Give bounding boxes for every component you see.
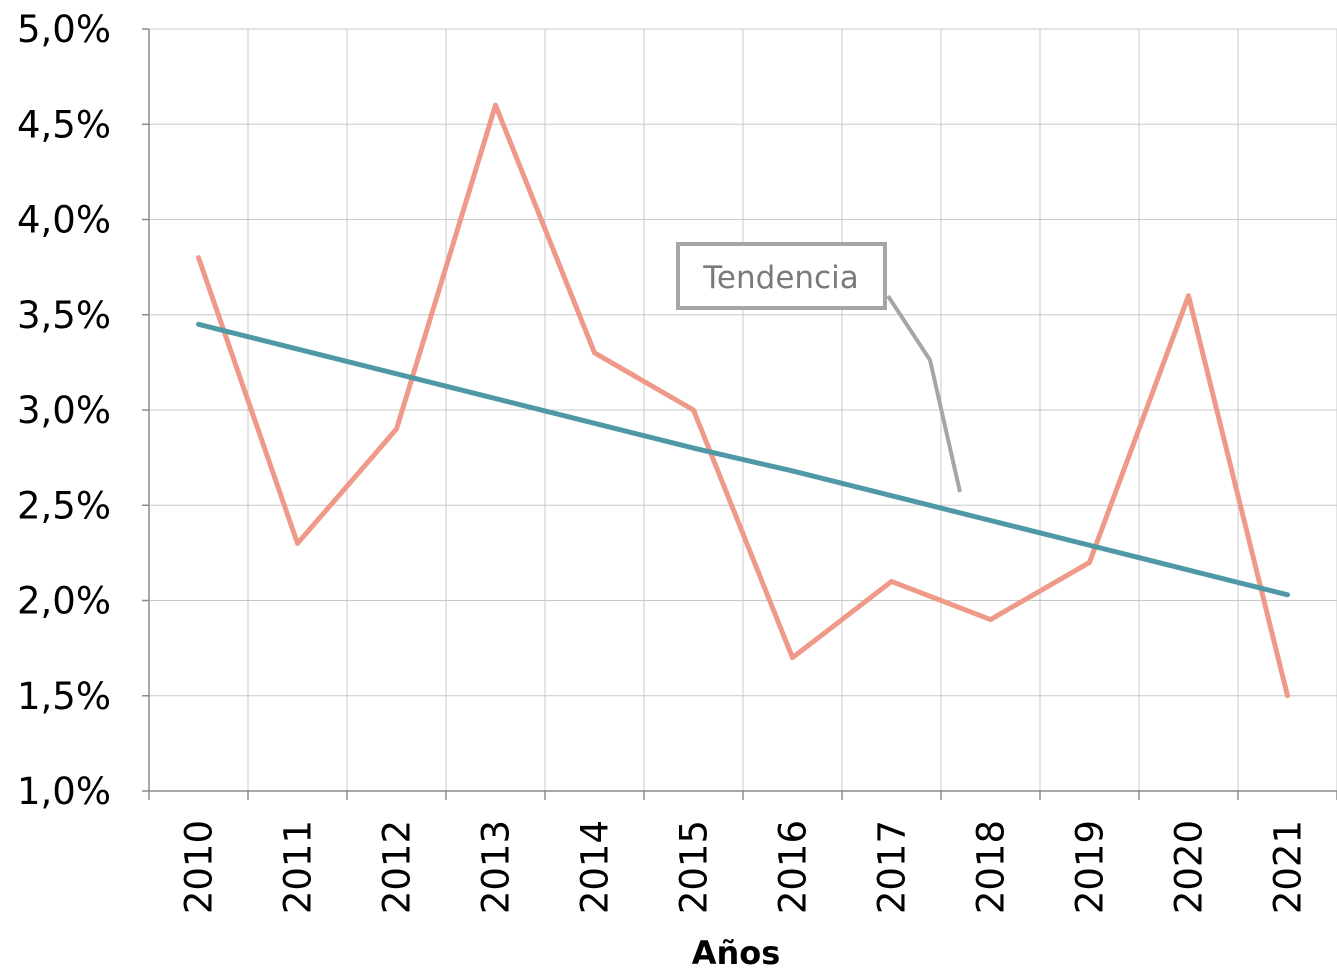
y-tick-label: 4,5% [17, 103, 111, 146]
y-tick-label: 1,5% [17, 675, 111, 718]
x-tick-label: 2018 [970, 820, 1013, 914]
trendline [196, 321, 1290, 598]
series-line [196, 102, 1290, 699]
annotation-text: Tendencia [702, 260, 858, 296]
series-group [196, 102, 1290, 699]
y-tick-label: 2,5% [17, 484, 111, 527]
annotation-tendencia: Tendencia [676, 242, 962, 493]
grid [149, 28, 1337, 792]
x-axis-label: Años [692, 934, 781, 968]
x-tick-label: 2010 [178, 820, 221, 914]
y-tick-label: 5,0% [17, 8, 111, 51]
annotation-box [676, 242, 887, 310]
x-tick-label: 2012 [376, 820, 419, 914]
x-tick-label: 2021 [1267, 820, 1310, 914]
x-tick-label: 2013 [475, 820, 518, 914]
x-tick-label: 2014 [574, 820, 617, 914]
x-axis-ticks: 2010 2011 2012 2013 2014 2015 2016 2017 2018 2019… [148, 791, 1337, 914]
annotation-leader-line [886, 294, 962, 493]
x-tick-label: 2020 [1168, 820, 1211, 914]
y-tick-label: 3,0% [17, 389, 111, 432]
x-tick-label: 2015 [673, 820, 716, 914]
y-tick-label: 1,0% [17, 770, 111, 813]
x-tick-label: 2016 [772, 820, 815, 914]
y-tick-label: 2,0% [17, 580, 111, 623]
x-tick-label: 2017 [871, 820, 914, 914]
x-tick-label: 2019 [1069, 820, 1112, 914]
y-axis-ticks: 1,0% 1,5% 2,0% 2,5% 3,0% 3,5% 4,0% 4,5% 5,0% [17, 8, 149, 813]
y-tick-label: 4,0% [17, 199, 111, 242]
x-tick-label: 2011 [277, 820, 320, 914]
y-tick-label: 3,5% [17, 294, 111, 337]
